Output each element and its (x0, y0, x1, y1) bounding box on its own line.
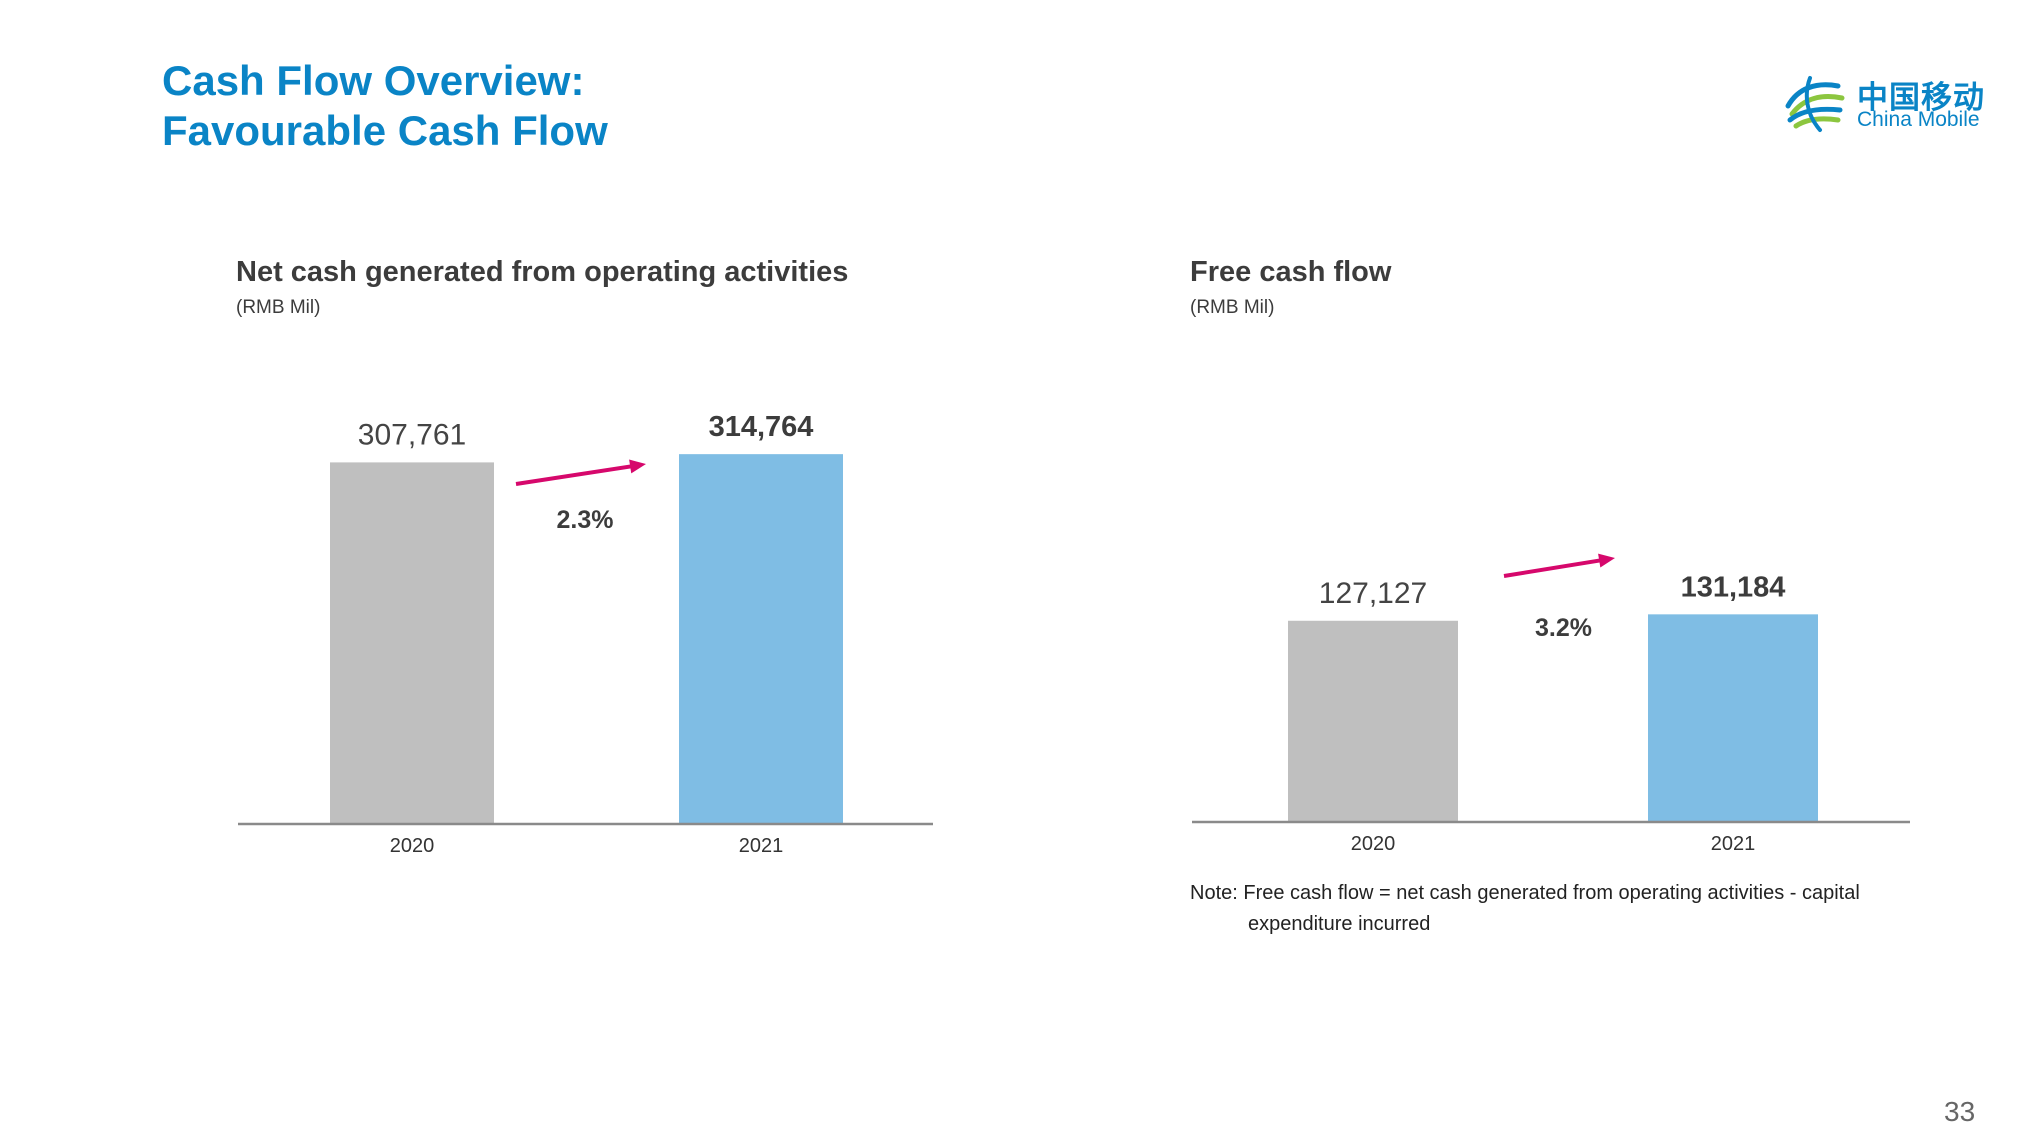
growth-label: 3.2% (1535, 614, 1592, 642)
bar-2020 (330, 462, 494, 824)
chart-2-title: Free cash flow (1190, 256, 1392, 288)
value-label-2020: 307,761 (358, 418, 466, 451)
category-label-2020: 2020 (390, 835, 435, 857)
value-label-2021: 131,184 (1681, 571, 1786, 603)
slide-title-line-2: Favourable Cash Flow (162, 107, 608, 154)
operating-cash-flow-chart: 307,761 2020 314,764 2021 2.3% (238, 411, 933, 857)
logo-name-en: China Mobile (1857, 108, 1980, 131)
bar-2021 (679, 454, 843, 824)
china-mobile-logo: 中国移动 China Mobile (1780, 66, 1990, 140)
bar-2020 (1288, 620, 1458, 822)
chart-2-unit: (RMB Mil) (1190, 297, 1275, 318)
page-number: 33 (1944, 1096, 1976, 1127)
slide-title-line-1: Cash Flow Overview: (162, 57, 585, 104)
category-label-2021: 2021 (739, 835, 784, 857)
footnote: Note: Free cash flow = net cash generate… (1190, 878, 1860, 940)
china-mobile-logo-icon (1785, 76, 1845, 132)
category-label-2021: 2021 (1711, 833, 1756, 855)
slide-title: Cash Flow Overview: Favourable Cash Flow (162, 56, 608, 156)
growth-arrow-icon (515, 459, 646, 486)
chart-1-unit: (RMB Mil) (236, 297, 321, 318)
value-label-2021: 314,764 (709, 411, 814, 443)
footnote-line-2: expenditure incurred (1248, 913, 1431, 935)
value-label-2020: 127,127 (1319, 577, 1427, 610)
footnote-line-1: Note: Free cash flow = net cash generate… (1190, 882, 1860, 904)
free-cash-flow-chart: 127,127 2020 131,184 2021 3.2% (1192, 553, 1910, 855)
chart-1-title: Net cash generated from operating activi… (236, 256, 849, 288)
bar-2021 (1648, 614, 1818, 822)
growth-arrow-icon (1503, 553, 1615, 578)
growth-label: 2.3% (557, 506, 614, 534)
logo-name-cn: 中国移动 (1857, 80, 1985, 116)
category-label-2020: 2020 (1351, 833, 1396, 855)
